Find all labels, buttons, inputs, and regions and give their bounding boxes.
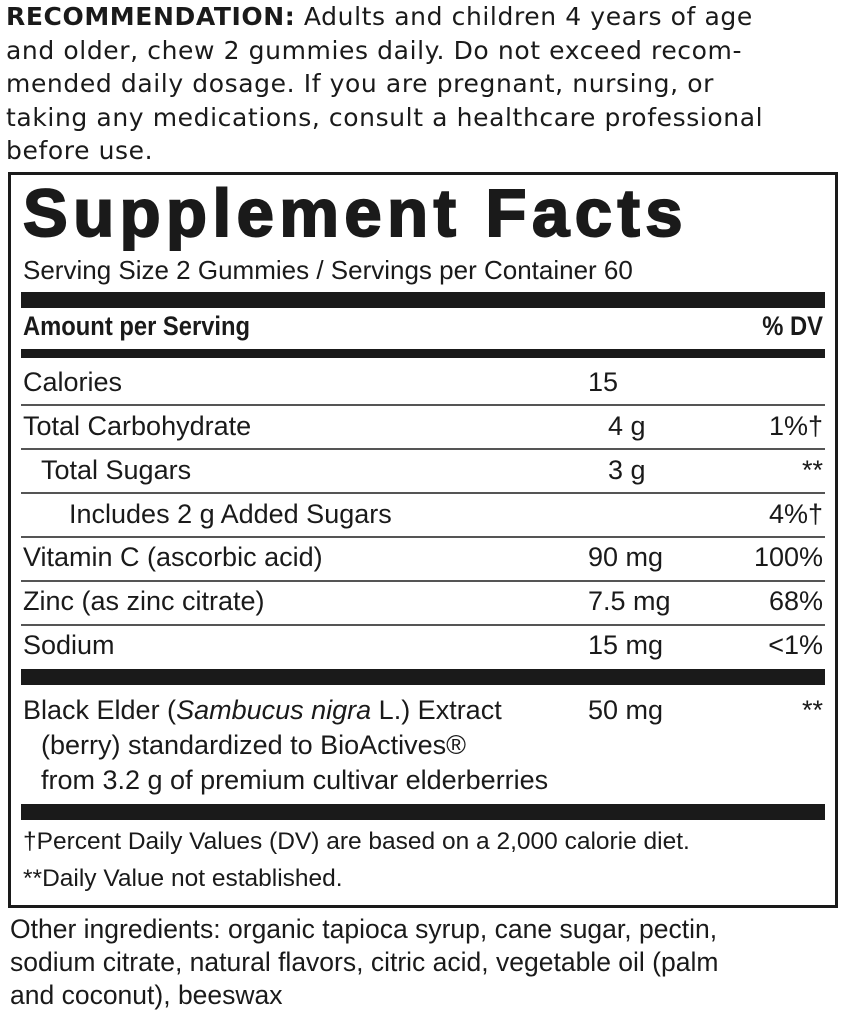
row-name: Vitamin C (ascorbic acid) (23, 542, 323, 572)
row-name: Includes 2 g Added Sugars (69, 499, 392, 529)
other-ingredients: Other ingredients: organic tapioca syrup… (10, 914, 719, 1010)
divider (21, 404, 825, 406)
row-name: Zinc (as zinc citrate) (23, 586, 265, 616)
divider (21, 492, 825, 494)
divider-medium (21, 349, 825, 358)
row-dv: 68% (768, 586, 823, 616)
elder-dv: ** (801, 695, 823, 725)
panel-title: Supplement Facts (22, 176, 689, 251)
divider-thick (21, 804, 825, 820)
divider (21, 580, 825, 582)
header-amount: Amount per Serving (23, 311, 251, 341)
supplement-facts-panel: Supplement Facts Serving Size 2 Gummies … (8, 172, 838, 908)
footnote-dv: †Percent Daily Values (DV) are based on … (23, 828, 690, 855)
divider-thick (21, 292, 825, 308)
row-amount: 15 (588, 367, 619, 397)
header-dv: % DV (762, 311, 823, 341)
row-name: Calories (23, 367, 123, 397)
row-name: Sodium (23, 630, 115, 660)
elder-name: Black Elder (Sambucus nigra L.) Extract (23, 695, 502, 725)
row-amount: 7.5 mg (588, 586, 671, 616)
elder-line2: (berry) standardized to BioActives® (41, 730, 467, 760)
row-amount: 3 g (608, 455, 646, 485)
divider (21, 624, 825, 626)
divider (21, 536, 825, 538)
divider (21, 448, 825, 450)
row-dv: 1%† (768, 411, 823, 441)
row-dv: 4%† (768, 499, 823, 529)
row-amount: 90 mg (588, 542, 664, 572)
row-dv: 100% (753, 542, 823, 572)
row-amount: 15 mg (588, 630, 664, 660)
elder-line3: from 3.2 g of premium cultivar elderberr… (41, 765, 549, 795)
divider-thick (21, 669, 825, 685)
recommendation: RECOMMENDATION: Adults and children 4 ye… (6, 2, 764, 165)
footnote-not-established: **Daily Value not established. (23, 865, 343, 892)
recommendation-label: RECOMMENDATION: (6, 2, 296, 31)
row-name: Total Sugars (41, 455, 192, 485)
row-dv: ** (801, 455, 823, 485)
row-name: Total Carbohydrate (23, 411, 252, 441)
row-dv: <1% (768, 630, 823, 660)
serving-info: Serving Size 2 Gummies / Servings per Co… (23, 255, 633, 285)
elder-amount: 50 mg (588, 695, 664, 725)
row-amount: 4 g (608, 411, 646, 441)
